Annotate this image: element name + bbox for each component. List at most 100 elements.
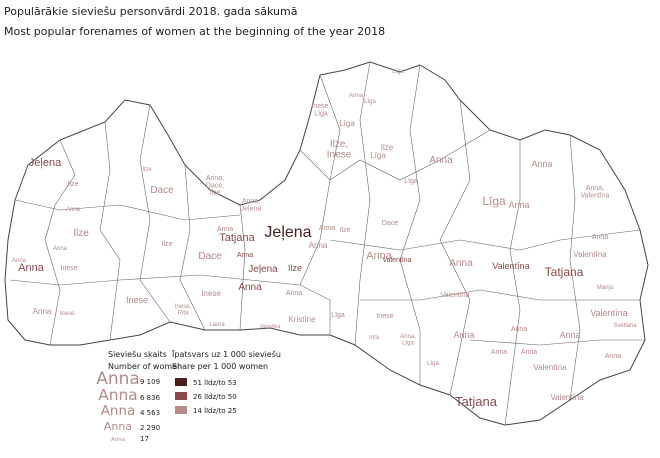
name-label: Kristīne xyxy=(288,315,316,324)
name-line: Līga xyxy=(339,119,355,128)
name-label: Anna xyxy=(453,330,474,340)
name-label: Anna xyxy=(521,349,537,356)
name-label: Valentīna xyxy=(382,257,411,264)
name-line: Dace xyxy=(150,185,174,196)
name-line: Anna xyxy=(18,262,45,274)
size-sample: Anna xyxy=(111,437,125,443)
name-line: Jeļena xyxy=(29,157,62,169)
name-label: Anna xyxy=(33,307,52,316)
name-line: Anna xyxy=(349,93,364,99)
name-line: Ilze xyxy=(68,181,79,188)
name-line: Tatjana xyxy=(219,232,255,244)
size-count: 17 xyxy=(140,435,149,443)
name-label: Ilze, Inese xyxy=(327,139,352,161)
name-label: Tatjana xyxy=(455,394,498,409)
name-label: Anna xyxy=(429,155,453,166)
name-line: Līga xyxy=(427,361,439,367)
name-line: Inese, xyxy=(175,304,192,310)
name-line: Inta xyxy=(369,335,380,341)
name-line: Dace, xyxy=(206,182,224,189)
name-label: Līga xyxy=(370,151,386,160)
name-label: Ilze xyxy=(288,263,302,273)
name-line: Anna, xyxy=(206,175,224,182)
name-line: Valentīna xyxy=(533,363,567,372)
name-line: Līga xyxy=(392,69,404,75)
share-legend-subtitle: Share per 1 000 women xyxy=(172,362,268,371)
name-label: Ilze xyxy=(142,167,152,173)
name-label: Anna, Līga xyxy=(400,334,416,346)
name-line: Ilze xyxy=(288,263,302,273)
name-label: Jeļena xyxy=(29,157,62,169)
name-line: Līga xyxy=(402,340,414,346)
name-line: Līga xyxy=(482,194,506,208)
name-label: Anna xyxy=(18,262,45,274)
name-line: Valentīna xyxy=(590,308,627,318)
name-line: Inese xyxy=(126,295,148,305)
name-line: Ilze xyxy=(162,241,173,248)
name-line: Laura xyxy=(209,322,225,328)
name-line: Valentīna xyxy=(573,250,607,259)
name-line: Līga xyxy=(370,151,386,160)
name-line: Līga xyxy=(404,178,418,185)
name-line: Ilze xyxy=(381,143,394,152)
name-label: Anna xyxy=(366,250,393,262)
name-line: Rita xyxy=(178,310,189,316)
name-label: Inese, Līga xyxy=(311,103,330,117)
name-label: Anna xyxy=(237,252,253,259)
size-sample: Anna xyxy=(101,403,136,419)
name-label: Valentīna xyxy=(260,324,281,330)
size-sample: Anna xyxy=(104,420,132,433)
name-label: Anna, Dace, Ilze xyxy=(206,175,224,197)
name-label: Tatjana xyxy=(219,232,255,244)
name-label: Laura xyxy=(209,322,225,328)
name-line: Inese, xyxy=(311,103,330,110)
name-line: Marija xyxy=(597,285,614,291)
name-line: Tatjana xyxy=(455,394,498,409)
name-line: Dace xyxy=(382,220,398,227)
subtitle: Most popular forenames of women at the b… xyxy=(4,25,385,38)
name-label: Dace xyxy=(150,185,174,196)
name-line: Valentīna xyxy=(440,292,469,299)
name-label: Anna xyxy=(449,258,473,269)
name-label: Anna xyxy=(286,290,302,297)
name-line: Anna xyxy=(66,207,81,213)
name-line: Jeļena xyxy=(264,224,311,241)
name-label: Dace xyxy=(198,251,222,262)
country-outline xyxy=(4,61,649,426)
name-line: Valentīna xyxy=(580,192,609,199)
size-sample: Anna xyxy=(96,369,140,389)
name-line: Ilze xyxy=(210,190,221,197)
name-label: Inese xyxy=(376,313,393,320)
name-label: Ilze xyxy=(381,143,394,152)
name-line: Anna xyxy=(319,225,335,232)
name-label: Ilze xyxy=(73,228,89,239)
name-line: Anna xyxy=(453,330,474,340)
name-line: Anna xyxy=(511,326,527,333)
name-line: Dace xyxy=(198,251,222,262)
name-line: Anna xyxy=(491,349,507,356)
share-label: 26 līdz/to 50 xyxy=(193,393,237,401)
name-label: Līga xyxy=(392,69,404,75)
name-label: Valentīna xyxy=(440,292,469,299)
name-line: Anna xyxy=(33,307,52,316)
name-label: Anna, Valentīna xyxy=(580,185,609,199)
name-line: Anna xyxy=(12,258,27,264)
name-line: Valentīna xyxy=(492,261,529,271)
share-label: 51 līdz/to 53 xyxy=(193,379,237,387)
name-label: Tatjana xyxy=(545,265,584,279)
name-line: Anna xyxy=(531,159,552,169)
name-label: Inese xyxy=(201,289,221,298)
size-count: 9 109 xyxy=(140,378,160,386)
name-line: Anna xyxy=(237,252,253,259)
name-label: Anna xyxy=(53,246,68,252)
name-label: Valentīna xyxy=(492,261,529,271)
name-line: Līga xyxy=(314,110,328,117)
name-line: Anna xyxy=(366,250,393,262)
share-swatch xyxy=(175,406,187,414)
name-line: Anna, xyxy=(586,185,604,192)
size-legend-subtitle: Number of women xyxy=(108,362,182,371)
name-label: Anna xyxy=(605,353,621,360)
name-label: Anna xyxy=(349,93,364,99)
name-line: Anna xyxy=(309,241,328,250)
name-line: Inese xyxy=(327,150,352,161)
